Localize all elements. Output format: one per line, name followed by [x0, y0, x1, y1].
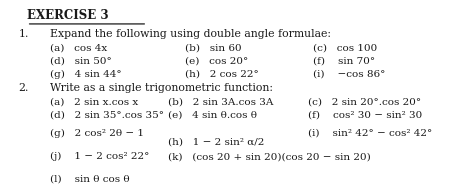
Text: (f)    cos² 30 − sin² 30: (f) cos² 30 − sin² 30: [308, 111, 422, 120]
Text: (d)   sin 50°: (d) sin 50°: [50, 57, 112, 66]
Text: (i)    −cos 86°: (i) −cos 86°: [313, 70, 385, 79]
Text: (c)   cos 100: (c) cos 100: [313, 44, 377, 53]
Text: (e)   cos 20°: (e) cos 20°: [185, 57, 248, 66]
Text: (i)    sin² 42° − cos² 42°: (i) sin² 42° − cos² 42°: [308, 129, 432, 138]
Text: Write as a single trigonometric function:: Write as a single trigonometric function…: [50, 83, 273, 93]
Text: (l)    sin θ cos θ: (l) sin θ cos θ: [50, 175, 130, 184]
Text: (c)   2 sin 20°.cos 20°: (c) 2 sin 20°.cos 20°: [308, 98, 421, 106]
Text: (a)   cos 4x: (a) cos 4x: [50, 44, 108, 53]
Text: EXERCISE 3: EXERCISE 3: [27, 9, 109, 22]
Text: (g)   4 sin 44°: (g) 4 sin 44°: [50, 70, 122, 79]
Text: (a)   2 sin x.cos x: (a) 2 sin x.cos x: [50, 98, 138, 106]
Text: Expand the following using double angle formulae:: Expand the following using double angle …: [50, 29, 331, 39]
Text: (f)    sin 70°: (f) sin 70°: [313, 57, 375, 66]
Text: (h)   1 − 2 sin² α/2: (h) 1 − 2 sin² α/2: [168, 137, 265, 146]
Text: (k)   (cos 20 + sin 20)(cos 20 − sin 20): (k) (cos 20 + sin 20)(cos 20 − sin 20): [168, 152, 371, 161]
Text: (b)   2 sin 3A.cos 3A: (b) 2 sin 3A.cos 3A: [168, 98, 274, 106]
Text: (g)   2 cos² 2θ − 1: (g) 2 cos² 2θ − 1: [50, 129, 144, 138]
Text: (e)   4 sin θ.cos θ: (e) 4 sin θ.cos θ: [168, 111, 257, 120]
Text: (d)   2 sin 35°.cos 35°: (d) 2 sin 35°.cos 35°: [50, 111, 164, 120]
Text: 2.: 2.: [18, 83, 29, 93]
Text: (b)   sin 60: (b) sin 60: [185, 44, 242, 53]
Text: (h)   2 cos 22°: (h) 2 cos 22°: [185, 70, 259, 79]
Text: 1.: 1.: [18, 29, 29, 39]
Text: (j)    1 − 2 cos² 22°: (j) 1 − 2 cos² 22°: [50, 152, 150, 161]
